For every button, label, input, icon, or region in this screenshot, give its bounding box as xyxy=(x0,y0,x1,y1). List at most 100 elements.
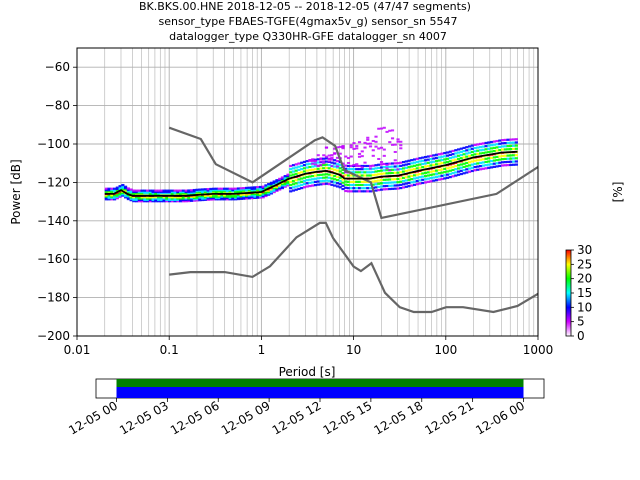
density-cell xyxy=(170,197,174,200)
density-cell xyxy=(360,187,364,190)
density-cell xyxy=(124,196,128,199)
density-cell xyxy=(465,165,469,168)
density-cell xyxy=(143,198,147,201)
density-cell xyxy=(124,193,128,196)
density-cell xyxy=(468,164,472,167)
density-cell xyxy=(135,189,139,192)
density-cell xyxy=(135,193,139,196)
density-cell xyxy=(465,171,469,174)
density-cell xyxy=(374,135,378,138)
density-cell xyxy=(330,154,334,157)
chart-title-line1: BK.BKS.00.HNE 2018-12-05 -- 2018-12-05 (… xyxy=(139,0,471,13)
density-cell xyxy=(462,172,466,175)
density-cell xyxy=(385,172,389,175)
density-cell xyxy=(360,150,364,153)
density-cell xyxy=(148,197,152,200)
density-cell xyxy=(335,169,340,172)
density-cell xyxy=(346,168,351,171)
density-cell xyxy=(357,164,362,168)
density-cell xyxy=(121,194,125,197)
density-cell xyxy=(220,198,224,201)
density-cell xyxy=(239,189,243,193)
density-cell xyxy=(371,164,375,167)
density-cell xyxy=(390,171,395,175)
density-cell xyxy=(302,183,307,186)
density-cell xyxy=(443,151,447,155)
density-cell xyxy=(355,180,359,183)
density-cell xyxy=(126,197,130,201)
density-cell xyxy=(300,167,304,171)
density-cell xyxy=(371,183,375,186)
density-cell xyxy=(407,166,411,169)
density-cell xyxy=(228,196,232,200)
density-cell xyxy=(470,150,474,154)
density-cell xyxy=(195,196,199,199)
density-cell xyxy=(176,196,180,199)
density-cell xyxy=(192,188,196,192)
density-cell xyxy=(390,162,395,165)
density-cell xyxy=(368,183,373,187)
density-cell xyxy=(368,174,373,177)
density-cell xyxy=(286,184,290,187)
density-cell xyxy=(173,197,177,200)
density-cell xyxy=(297,171,301,175)
density-cell xyxy=(371,174,375,177)
density-cell xyxy=(236,188,240,191)
density-cell xyxy=(492,159,496,162)
density-cell xyxy=(113,187,117,190)
density-cell xyxy=(423,174,428,178)
density-cell xyxy=(231,188,235,192)
density-cell xyxy=(426,158,430,161)
density-cell xyxy=(377,182,381,185)
density-cell xyxy=(297,178,301,181)
density-cell xyxy=(245,186,249,190)
density-cell xyxy=(203,197,207,200)
density-cell xyxy=(322,176,326,179)
density-cell xyxy=(396,138,400,141)
density-cell xyxy=(415,173,419,176)
density-cell xyxy=(346,190,351,193)
density-cell xyxy=(484,141,488,145)
density-cell xyxy=(407,169,411,172)
density-cell xyxy=(209,187,213,191)
density-cell xyxy=(445,160,450,164)
density-cell xyxy=(247,193,252,196)
density-cell xyxy=(374,186,378,189)
density-cell xyxy=(514,160,518,163)
density-cell xyxy=(512,157,516,160)
density-cell xyxy=(404,179,408,182)
density-cell xyxy=(490,147,494,150)
x-axis-label: Period [s] xyxy=(279,365,336,379)
density-cell xyxy=(470,169,474,173)
density-cell xyxy=(115,197,119,200)
density-cell xyxy=(302,179,307,183)
density-cell xyxy=(388,129,392,132)
density-cell xyxy=(258,185,263,189)
density-cell xyxy=(484,151,488,154)
density-cell xyxy=(129,199,133,202)
density-cell xyxy=(154,198,158,201)
density-cell xyxy=(236,190,240,193)
density-cell xyxy=(132,193,136,196)
density-cell xyxy=(503,138,507,142)
density-cell xyxy=(272,189,276,192)
density-cell xyxy=(104,195,108,198)
density-cell xyxy=(286,173,290,176)
density-cell xyxy=(396,171,400,174)
density-cell xyxy=(410,159,414,162)
density-cell xyxy=(187,193,191,196)
density-cell xyxy=(366,171,370,174)
density-cell xyxy=(269,190,274,194)
density-cell xyxy=(308,178,312,181)
density-cell xyxy=(195,190,199,193)
density-cell xyxy=(385,165,389,169)
density-cell xyxy=(209,189,213,192)
chart-title-line3: datalogger_type Q330HR-GFE datalogger_sn… xyxy=(169,30,447,43)
density-cell xyxy=(212,190,216,193)
density-cell xyxy=(399,180,403,183)
density-cell xyxy=(261,194,265,198)
density-cell xyxy=(170,193,174,196)
density-cell xyxy=(283,177,287,180)
density-cell xyxy=(179,200,183,203)
density-cell xyxy=(462,169,466,172)
